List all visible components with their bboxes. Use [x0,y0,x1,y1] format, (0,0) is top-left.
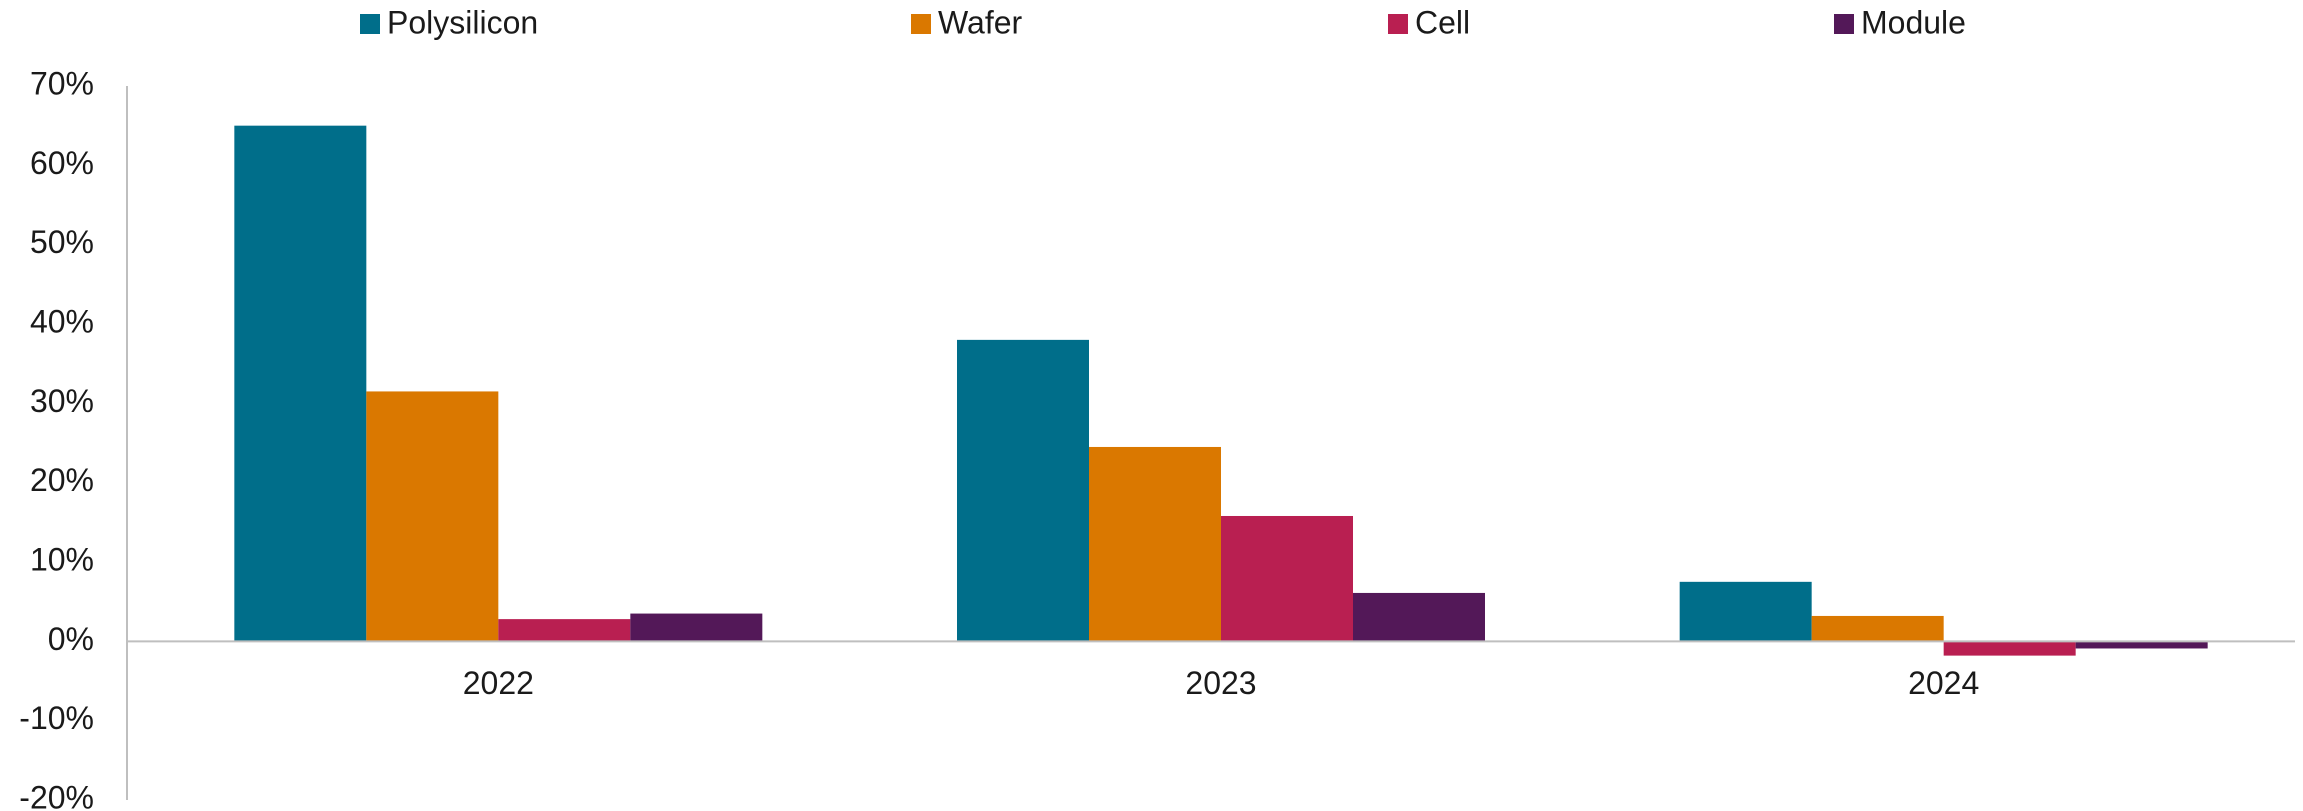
bar-wafer-2022 [366,391,499,642]
y-tick-label: -10% [19,700,94,736]
legend-swatch [911,14,931,34]
bar-polysilicon-2023 [957,339,1089,642]
bar-module-2024 [2075,641,2208,649]
bar-module-2022 [630,613,763,642]
bar-module-2023 [1353,592,1485,642]
y-tick-label: 70% [30,65,94,101]
legend-label: Module [1861,4,1966,40]
bar-polysilicon-2022 [234,125,367,642]
y-tick-label: 60% [30,145,94,181]
legend-label: Cell [1415,4,1470,40]
y-tick-label: 40% [30,303,94,339]
legend-item-cell: Cell [1388,4,1470,40]
bar-polysilicon-2024 [1679,581,1812,642]
y-tick-label: 20% [30,462,94,498]
y-tick-label: 10% [30,541,94,577]
y-tick-label: 30% [30,383,94,419]
bar-wafer-2023 [1089,446,1221,642]
legend-label: Wafer [938,4,1023,40]
bar-wafer-2024 [1811,615,1944,642]
x-category-label: 2022 [463,665,534,701]
legend-item-module: Module [1834,4,1966,40]
legend: Polysilicon Wafer Cell Module [360,4,1966,40]
x-category-label: 2024 [1908,665,1979,701]
bars [234,125,2208,656]
bar-cell-2024 [1943,641,2076,656]
legend-swatch [1388,14,1408,34]
bar-cell-2022 [498,619,631,642]
bar-cell-2023 [1221,515,1353,642]
legend-swatch [1834,14,1854,34]
legend-item-polysilicon: Polysilicon [360,4,538,40]
y-tick-label: 50% [30,224,94,260]
x-axis: 2022 2023 2024 [127,640,2295,701]
x-category-label: 2023 [1185,665,1256,701]
y-tick-label: 0% [48,621,94,657]
y-axis: 70% 60% 50% 40% 30% 20% 10% 0% -10% -20% [19,65,128,811]
y-tick-label: -20% [19,779,94,811]
legend-label: Polysilicon [387,4,538,40]
legend-swatch [360,14,380,34]
legend-item-wafer: Wafer [911,4,1023,40]
